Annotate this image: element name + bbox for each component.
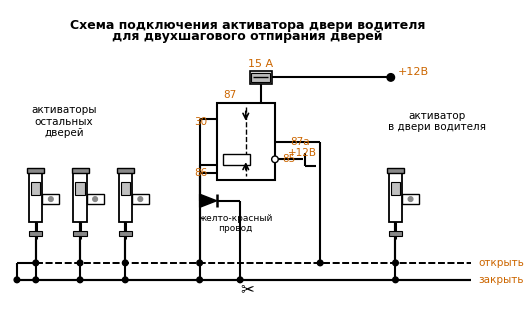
Bar	[251, 73, 270, 82]
Circle shape	[393, 277, 398, 283]
Text: +12В: +12В	[288, 148, 317, 158]
Circle shape	[197, 277, 203, 283]
Text: 30: 30	[194, 117, 207, 127]
Bar	[74, 231, 87, 236]
Text: 87а: 87а	[290, 138, 310, 147]
Bar	[117, 168, 134, 173]
Circle shape	[33, 260, 38, 266]
Bar	[43, 194, 59, 204]
Circle shape	[393, 260, 398, 266]
Text: 15 А: 15 А	[248, 59, 274, 69]
Bar	[31, 182, 41, 195]
Bar	[387, 168, 404, 173]
Circle shape	[197, 260, 203, 266]
Circle shape	[387, 74, 394, 81]
Bar	[75, 182, 85, 195]
Circle shape	[77, 260, 83, 266]
Text: +12В: +12В	[397, 67, 429, 77]
Bar	[223, 154, 249, 165]
Bar	[119, 231, 132, 236]
Bar	[74, 173, 87, 222]
Bar	[249, 71, 272, 84]
Text: открыть: открыть	[478, 258, 524, 268]
Bar	[389, 231, 402, 236]
Bar	[119, 173, 132, 222]
Circle shape	[317, 260, 323, 266]
Text: активатор
в двери водителя: активатор в двери водителя	[388, 111, 486, 133]
Circle shape	[93, 197, 97, 201]
Circle shape	[271, 156, 278, 163]
Bar	[132, 194, 149, 204]
Polygon shape	[200, 194, 217, 207]
Text: закрыть: закрыть	[478, 275, 524, 285]
Bar	[389, 173, 402, 222]
Bar	[72, 168, 88, 173]
Bar	[29, 173, 43, 222]
Text: активаторы
остальных
дверей: активаторы остальных дверей	[31, 105, 97, 138]
Bar	[120, 182, 130, 195]
Circle shape	[48, 197, 53, 201]
Text: 86: 86	[194, 167, 207, 178]
Bar	[217, 103, 275, 180]
Text: Схема подключения активатора двери водителя: Схема подключения активатора двери водит…	[70, 19, 426, 32]
Circle shape	[123, 277, 128, 283]
Bar	[391, 182, 400, 195]
Circle shape	[33, 277, 38, 283]
Text: ✂: ✂	[241, 280, 255, 298]
Circle shape	[14, 277, 20, 283]
Circle shape	[408, 197, 413, 201]
Bar	[27, 168, 44, 173]
Text: 85: 85	[282, 154, 296, 164]
Bar	[402, 194, 419, 204]
Bar	[87, 194, 104, 204]
Text: 87: 87	[223, 90, 236, 100]
Circle shape	[138, 197, 143, 201]
Circle shape	[77, 277, 83, 283]
Circle shape	[123, 260, 128, 266]
Text: желто-красный
провод: желто-красный провод	[198, 214, 272, 233]
Bar	[29, 231, 43, 236]
Circle shape	[237, 277, 243, 283]
Text: для двухшагового отпирания дверей: для двухшагового отпирания дверей	[113, 30, 383, 43]
